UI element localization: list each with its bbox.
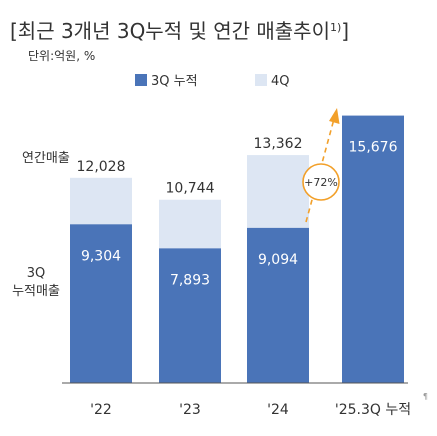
x-tick-label: '23 [179, 402, 201, 418]
annual-total-label: 13,362 [254, 136, 303, 152]
annual-total-label: 10,744 [166, 181, 215, 197]
row-label-3q-line2: 누적매출 [12, 284, 60, 299]
bar-4q [159, 199, 221, 249]
bar-3q [159, 248, 221, 383]
bar-3q [342, 115, 404, 384]
bar-4q [247, 155, 309, 228]
bar-3q-value-label: 15,676 [349, 140, 398, 156]
growth-badge-label: +72% [304, 176, 338, 189]
bar-3q [247, 227, 309, 383]
growth-annotation: +72% [302, 108, 340, 223]
growth-badge [302, 163, 340, 201]
row-label-annual: 연간매출 [22, 151, 70, 166]
growth-arrow-head [329, 108, 340, 124]
legend-swatch-3q [135, 74, 147, 86]
bar-4q [70, 177, 132, 225]
bar-3q-value-label: 9,094 [258, 252, 298, 268]
title-text: [최근 3개년 3Q누적 및 연간 매출추이1)] [10, 19, 349, 43]
corner-mark: ¶ [423, 392, 428, 401]
bar-3q-value-label: 9,304 [81, 248, 121, 264]
chart-title: [최근 3개년 3Q누적 및 연간 매출추이1)] [10, 19, 349, 43]
legend-swatch-4q [255, 74, 267, 86]
legend: 3Q 누적 4Q [135, 74, 290, 89]
bars: 9,304 12,028 '22 7,893 10,744 '23 9,094 13,362 '… [70, 115, 411, 418]
annual-total-label: 12,028 [77, 159, 126, 175]
legend-label-3q: 3Q 누적 [151, 74, 198, 89]
x-tick-label: '25.3Q 누적 [335, 402, 411, 418]
unit-label: 단위:억원, % [28, 49, 95, 63]
x-tick-label: '22 [90, 402, 112, 418]
bar-3q-value-label: 7,893 [170, 272, 210, 288]
legend-label-4q: 4Q [271, 74, 290, 89]
x-tick-label: '24 [267, 402, 289, 418]
bar-3q [70, 224, 132, 383]
row-label-3q-line1: 3Q [27, 266, 46, 281]
